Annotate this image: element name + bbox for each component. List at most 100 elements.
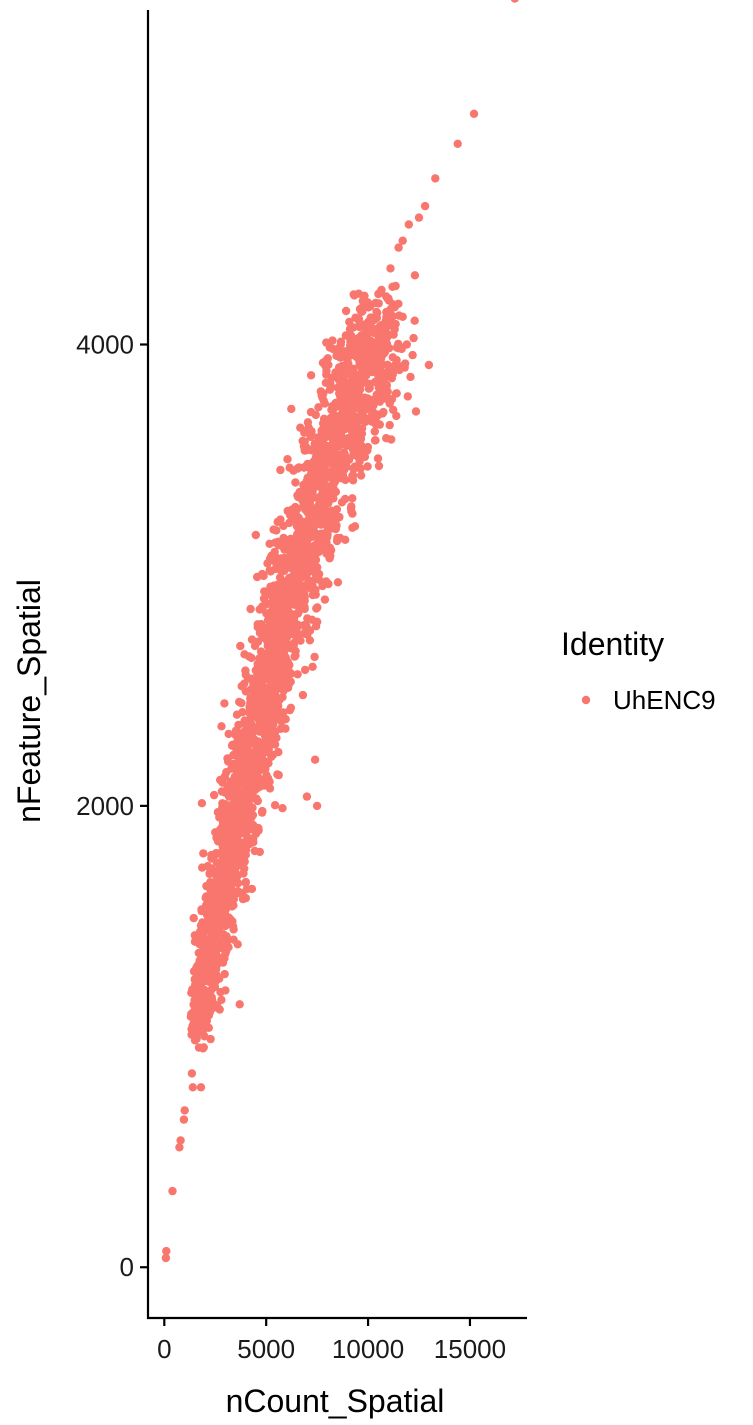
data-point xyxy=(453,139,462,148)
y-tick-label: 2000 xyxy=(76,791,134,821)
data-point xyxy=(260,745,270,754)
data-point xyxy=(317,529,326,538)
data-point xyxy=(358,296,367,306)
data-point xyxy=(215,849,225,858)
data-point xyxy=(300,602,309,611)
data-point xyxy=(353,314,362,324)
data-point xyxy=(347,369,356,379)
data-point xyxy=(247,635,257,644)
data-point xyxy=(253,620,262,629)
data-point xyxy=(259,628,268,638)
data-point xyxy=(296,423,305,432)
data-point xyxy=(349,465,358,474)
data-point xyxy=(218,958,228,967)
data-point xyxy=(168,1186,177,1196)
data-point xyxy=(361,378,370,387)
data-point xyxy=(247,758,256,767)
data-point xyxy=(317,536,326,545)
data-point xyxy=(250,846,259,856)
data-point xyxy=(261,600,271,609)
data-point xyxy=(382,312,391,321)
data-point xyxy=(204,912,213,922)
data-point xyxy=(356,464,365,473)
data-point xyxy=(217,722,226,731)
data-point xyxy=(162,1246,171,1256)
data-point xyxy=(197,799,207,808)
data-point xyxy=(235,1000,244,1009)
data-point xyxy=(398,236,407,245)
data-point xyxy=(279,628,288,637)
data-point xyxy=(348,494,357,503)
data-point xyxy=(284,640,294,650)
data-point xyxy=(312,604,321,613)
data-point xyxy=(262,590,271,599)
data-point xyxy=(232,710,242,719)
data-point xyxy=(388,353,397,362)
data-point xyxy=(251,686,261,695)
data-point xyxy=(276,465,285,475)
data-point xyxy=(325,554,334,563)
data-point xyxy=(240,857,249,866)
data-point xyxy=(334,397,343,407)
data-point xyxy=(213,808,223,817)
data-point xyxy=(289,571,298,580)
data-point xyxy=(355,356,364,365)
data-point xyxy=(273,647,282,656)
data-point xyxy=(311,555,321,564)
data-point xyxy=(189,913,198,923)
data-point xyxy=(286,703,296,712)
data-point xyxy=(202,976,211,986)
data-point xyxy=(264,637,274,646)
data-point xyxy=(244,800,254,809)
data-point xyxy=(301,583,310,592)
data-point xyxy=(303,630,312,639)
data-point xyxy=(223,817,232,827)
data-point xyxy=(332,351,341,360)
data-point xyxy=(345,324,355,334)
data-point xyxy=(333,466,342,475)
data-point xyxy=(280,601,289,610)
data-point xyxy=(264,774,273,783)
data-point xyxy=(230,820,240,829)
data-point xyxy=(251,829,261,838)
data-point xyxy=(291,478,300,487)
data-point xyxy=(311,469,320,479)
data-point xyxy=(292,634,301,644)
data-point xyxy=(225,880,234,889)
data-point xyxy=(270,612,279,621)
data-point xyxy=(369,395,379,404)
data-point xyxy=(320,461,329,471)
data-point xyxy=(277,717,286,726)
data-point xyxy=(232,850,242,859)
data-point xyxy=(271,638,280,648)
data-point xyxy=(269,715,278,725)
data-point xyxy=(295,573,305,582)
data-point xyxy=(202,892,211,901)
data-point xyxy=(255,727,264,736)
data-point xyxy=(385,343,394,353)
data-point xyxy=(259,571,268,581)
data-point xyxy=(268,671,278,680)
data-point xyxy=(247,713,256,723)
data-point xyxy=(220,839,229,848)
data-point xyxy=(327,421,337,430)
data-point xyxy=(386,264,395,273)
data-point xyxy=(196,1083,206,1092)
data-point xyxy=(224,860,233,869)
data-point xyxy=(229,935,238,944)
data-point xyxy=(338,384,348,393)
data-point xyxy=(340,449,349,458)
data-point xyxy=(273,706,282,716)
data-point xyxy=(363,318,372,327)
data-point xyxy=(224,729,233,739)
data-point xyxy=(324,579,333,589)
data-point xyxy=(280,545,289,554)
data-point xyxy=(372,313,382,323)
data-point xyxy=(341,306,351,316)
data-point xyxy=(212,833,221,842)
data-point xyxy=(265,656,274,665)
data-point xyxy=(371,298,380,308)
data-point xyxy=(301,621,311,630)
data-point xyxy=(431,174,440,183)
data-point xyxy=(242,740,251,750)
